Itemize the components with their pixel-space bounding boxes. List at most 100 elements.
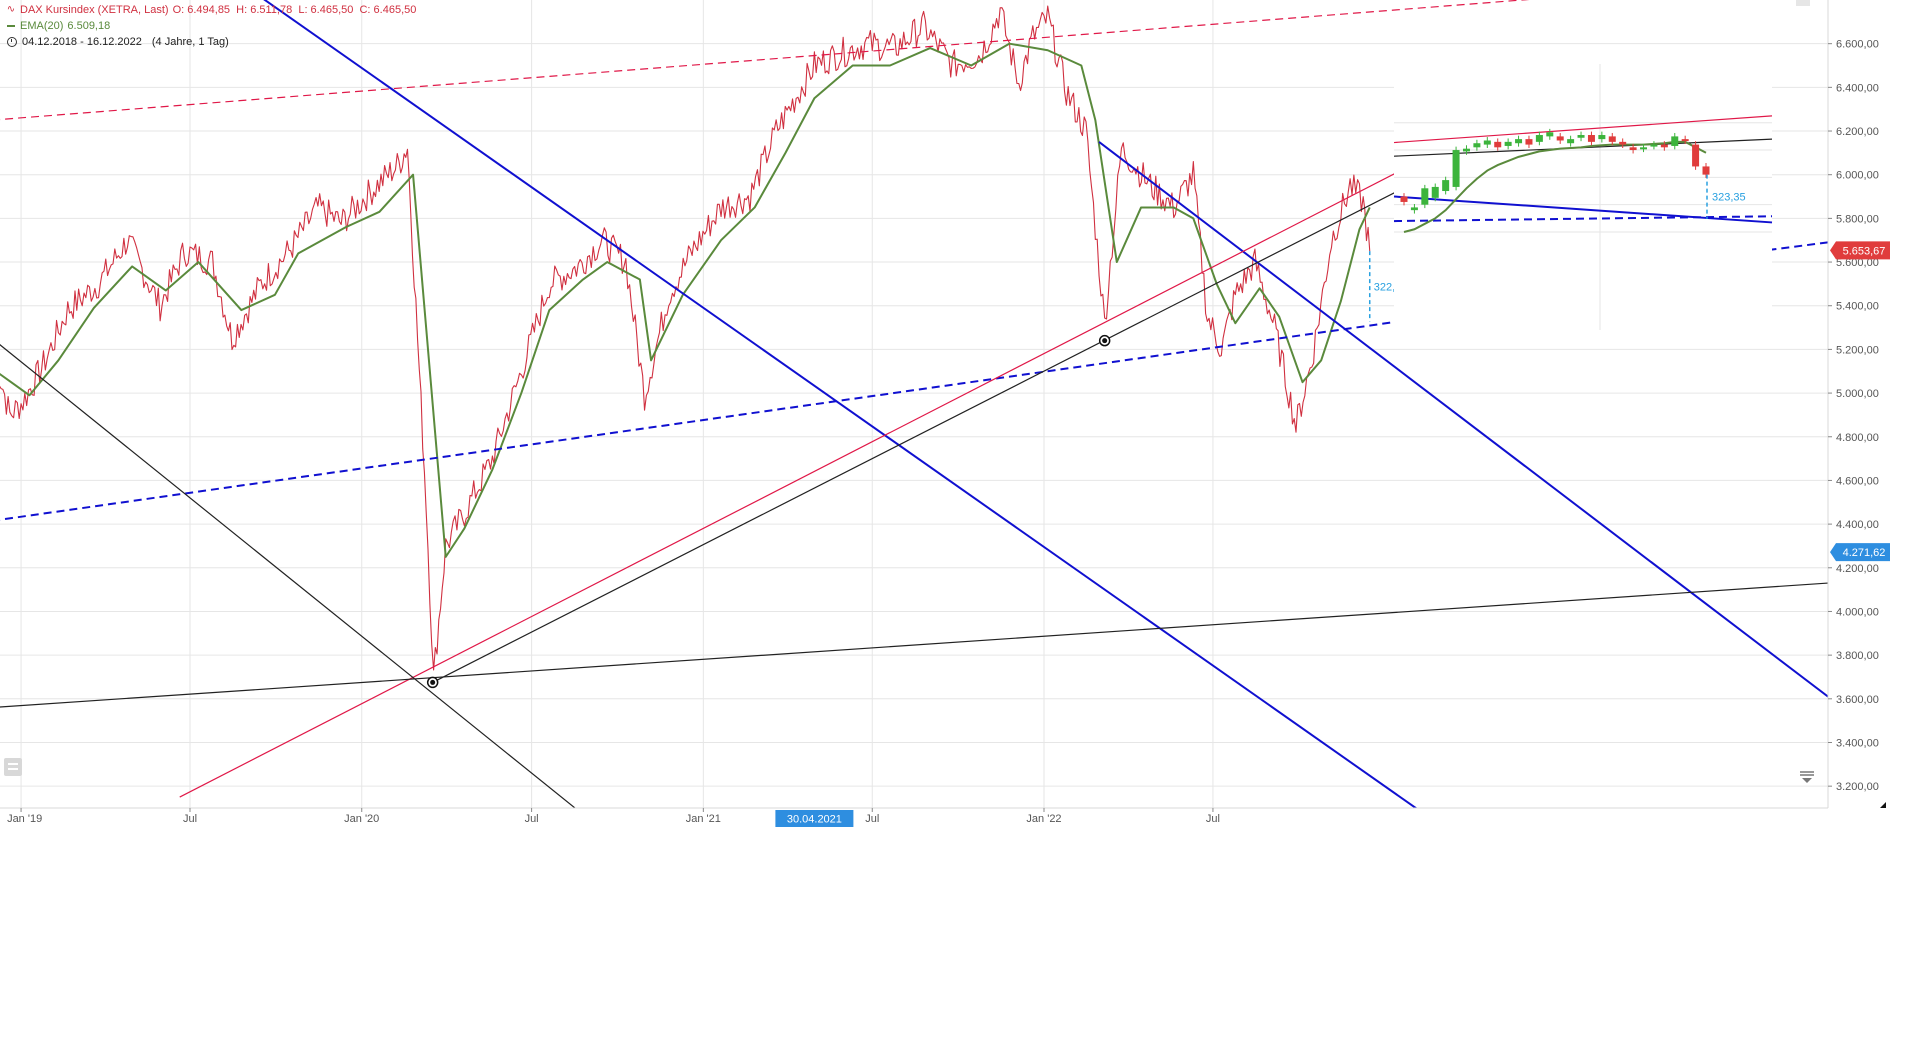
inset-ema-line [1403,140,1707,233]
inset-candle [1598,135,1606,140]
y-tick-label: 6.400,00 [1836,82,1879,94]
y-tick-label: 5.200,00 [1836,344,1879,356]
x-tick-label: Jul [183,813,197,825]
x-axis: Jan '19 Jul Jan '20 Jul Jan '21 Jul Jan '22 Jul [0,807,1828,825]
legend-ema-value: 6.509,18 [67,20,111,32]
inset-candle [1525,139,1533,145]
x-tick-label: Jan '19 [7,813,42,825]
inset-candle [1546,132,1554,137]
inset-candle [1431,186,1439,198]
y-tick-label: 4.200,00 [1836,563,1879,575]
inset-candle [1410,207,1418,211]
x-tick-label: Jan '20 [344,813,379,825]
inset-candle [1400,196,1408,202]
y-tick-label: 6.000,00 [1836,170,1879,182]
inset-candle [1619,141,1627,145]
clock-icon [7,37,17,47]
trend-line-red-5 [179,82,1572,798]
x-tick-label: Jul [525,813,539,825]
scroll-to-end-icon[interactable] [1800,771,1814,783]
crosshair-badge [1830,543,1890,562]
inset-candle [1452,150,1460,187]
x-tick-label: Jan '21 [686,813,721,825]
anchor-point-dot [1102,338,1108,344]
y-tick-label: 3.200,00 [1836,781,1879,793]
resize-corner-icon [1880,802,1886,808]
x-tick-label: Jan '22 [1026,813,1061,825]
inset-candle [1587,135,1595,142]
x-tick-label: Jul [1206,813,1220,825]
inset-trend-blue-dashed [1393,215,1773,223]
inset-candle [1556,136,1564,141]
instrument-icon: ∿ [6,4,16,15]
y-tick-label: 3.600,00 [1836,694,1879,706]
inset-candle [1515,139,1523,144]
legend-ema-row: EMA(20) 6.509,18 [6,18,416,34]
last-price-badge [1830,241,1890,260]
y-tick-label: 3.400,00 [1836,737,1879,749]
settings-tab [1796,0,1810,6]
inset-candle [1692,144,1700,167]
y-tick-label: 3.800,00 [1836,650,1879,662]
last-price-badge-label: 5.653,67 [1843,245,1886,257]
y-tick-label: 4.600,00 [1836,475,1879,487]
legend-instrument: DAX Kursindex (XETRA, Last) [20,4,169,16]
y-axis: 3.200,00 3.400,00 3.600,00 3.800,00 4.000,00… [1827,0,1879,808]
ema-series-line [0,42,1371,558]
inset-candle [1660,144,1668,148]
inset-candle [1702,166,1710,175]
y-tick-label: 5.800,00 [1836,213,1879,225]
trend-line-blue-0 [263,0,1418,808]
inset-trend-red [1393,115,1773,144]
trend-line-black-7 [432,102,1572,683]
x-tick-label: Jul [865,813,879,825]
y-tick-label: 5.400,00 [1836,301,1879,313]
trend-line-black-6 [0,582,1828,708]
inset-panel: 323,35 [1393,64,1773,330]
ema-swatch-icon [7,25,15,27]
legend-instrument-row: ∿ DAX Kursindex (XETRA, Last) O: 6.494,8… [6,2,417,18]
date-badge-label: 30.04.2021 [787,814,842,826]
legend-period: (4 Jahre, 1 Tag) [151,36,229,48]
inset-candle [1494,141,1502,148]
inset-candle [1640,147,1648,150]
y-tick-label: 5.000,00 [1836,388,1879,400]
legend-ohlc: O: 6.494,85 H: 6.511,78 L: 6.465,50 C: 6… [172,4,417,16]
inset-candle [1473,143,1481,148]
inset-candle [1483,140,1491,145]
legend-range: 04.12.2018 - 16.12.2022 [22,36,142,48]
y-tick-label: 5.600,00 [1836,257,1879,269]
inset-candle [1577,135,1585,138]
collapse-icon[interactable] [4,758,22,776]
legend-ema-label: EMA(20) [20,20,64,32]
legend-range-row: 04.12.2018 - 16.12.2022 (4 Jahre, 1 Tag) [6,34,416,50]
inset-trend-blue [1393,195,1773,224]
y-tick-label: 4.800,00 [1836,432,1879,444]
trend-line-blue-2 [0,296,1572,521]
price-series-line [0,5,1371,671]
y-tick-label: 4.400,00 [1836,519,1879,531]
collapse-icon-bg [4,758,22,776]
y-tick-label: 6.200,00 [1836,126,1879,138]
y-tick-label: 6.600,00 [1836,39,1879,51]
inset-candle [1421,188,1429,205]
inset-candle [1681,139,1689,142]
y-tick-label: 4.000,00 [1836,606,1879,618]
scroll-icon-arrow [1802,778,1812,783]
trend-line-black-8 [0,344,576,808]
crosshair-badge-label: 4.271,62 [1843,547,1886,559]
inset-candle [1608,136,1616,142]
inset-candle [1629,147,1637,151]
inset-candle [1650,144,1658,147]
chart-legend: ∿ DAX Kursindex (XETRA, Last) O: 6.494,8… [6,2,417,50]
inset-candle [1442,180,1450,192]
inset-candle [1567,139,1575,144]
trend-line-red-4 [0,0,1530,121]
anchor-point-dot [430,679,436,685]
trend-line-blue-1 [1098,141,1828,698]
inset-candle [1504,141,1512,146]
inset-candle [1671,136,1679,146]
inset-candle [1462,148,1470,152]
